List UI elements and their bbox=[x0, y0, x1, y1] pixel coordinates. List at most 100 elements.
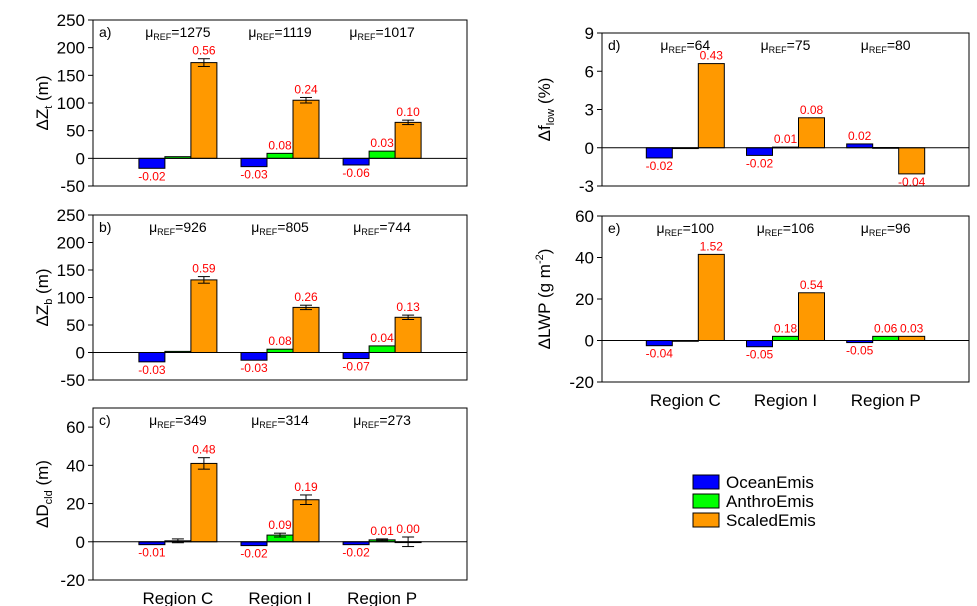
mu-ref-e-3: μREF=96 bbox=[861, 220, 911, 238]
bar-d-oceanemis-2 bbox=[746, 147, 773, 156]
bar-b-scaledemis-2 bbox=[292, 306, 320, 353]
panel-d: -0.020.43μREF=64-0.020.010.08μREF=750.02… bbox=[535, 24, 970, 196]
bar-b-oceanemis-1 bbox=[138, 352, 166, 363]
legend-label-scaledemis: ScaledEmis bbox=[726, 511, 816, 530]
value-label-b-scaledemis-1: 0.59 bbox=[192, 262, 216, 276]
y-tick-label-c: -20 bbox=[60, 571, 85, 590]
bar-c-scaledemis-1 bbox=[190, 462, 218, 543]
value-label-e-scaledemis-1: 1.52 bbox=[700, 239, 724, 253]
value-label-d-scaledemis-2: 0.08 bbox=[800, 103, 824, 117]
y-tick-label-b: 250 bbox=[57, 206, 85, 225]
value-label-a-oceanemis-2: -0.03 bbox=[240, 168, 268, 182]
error-bar-b-scaledemis-3 bbox=[402, 314, 415, 320]
error-bar-c-scaledemis-1 bbox=[197, 457, 210, 470]
mu-ref-d-3: μREF=80 bbox=[861, 37, 911, 55]
y-tick-label-b: 0 bbox=[76, 344, 85, 363]
value-label-a-scaledemis-1: 0.56 bbox=[192, 44, 216, 58]
x-tick-label-c-3: Region P bbox=[347, 589, 417, 606]
legend-swatch-scaledemis bbox=[692, 512, 720, 528]
value-label-b-scaledemis-3: 0.13 bbox=[396, 300, 420, 314]
y-tick-label-a: 100 bbox=[57, 94, 85, 113]
value-label-d-oceanemis-3: 0.02 bbox=[848, 129, 872, 143]
panel-b: -0.030.59μREF=926-0.030.080.26μREF=805-0… bbox=[33, 206, 468, 390]
value-label-c-scaledemis-2: 0.19 bbox=[294, 480, 318, 494]
y-tick-label-b: 150 bbox=[57, 261, 85, 280]
mu-ref-e-1: μREF=100 bbox=[656, 220, 714, 238]
bar-d-oceanemis-1 bbox=[645, 147, 673, 159]
y-tick-label-b: 100 bbox=[57, 289, 85, 308]
bar-b-scaledemis-1 bbox=[190, 279, 218, 353]
value-label-e-anthroemis-2: 0.18 bbox=[774, 321, 798, 335]
bar-e-scaledemis-3 bbox=[898, 335, 926, 342]
error-bar-c-anthroemis-3 bbox=[376, 538, 389, 542]
value-label-a-oceanemis-1: -0.02 bbox=[138, 169, 166, 183]
value-label-b-anthroemis-3: 0.04 bbox=[370, 331, 394, 345]
y-tick-label-e: 20 bbox=[575, 290, 594, 309]
y-tick-label-d: 0 bbox=[585, 139, 594, 158]
value-label-b-oceanemis-3: -0.07 bbox=[342, 360, 370, 374]
mu-ref-d-1: μREF=64 bbox=[660, 37, 710, 55]
mu-ref-c-3: μREF=273 bbox=[353, 412, 411, 430]
x-tick-label-e-2: Region I bbox=[754, 391, 817, 410]
value-label-d-oceanemis-1: -0.02 bbox=[646, 159, 674, 173]
legend-label-oceanemis: OceanEmis bbox=[726, 473, 814, 492]
bar-a-scaledemis-3 bbox=[394, 121, 422, 159]
bar-e-scaledemis-1 bbox=[697, 253, 725, 341]
value-label-a-oceanemis-3: -0.06 bbox=[342, 166, 370, 180]
y-tick-label-e: 40 bbox=[575, 249, 594, 268]
value-label-e-oceanemis-2: -0.05 bbox=[746, 348, 774, 362]
panel-e: -0.041.52μREF=100-0.050.180.54μREF=106-0… bbox=[534, 207, 970, 410]
y-tick-label-b: 200 bbox=[57, 234, 85, 253]
y-tick-label-a: 200 bbox=[57, 39, 85, 58]
mu-ref-b-1: μREF=926 bbox=[149, 219, 207, 237]
value-label-a-anthroemis-2: 0.08 bbox=[268, 138, 292, 152]
mu-ref-c-1: μREF=349 bbox=[149, 412, 207, 430]
y-tick-label-d: 3 bbox=[585, 101, 594, 120]
value-label-c-scaledemis-3: 0.00 bbox=[396, 522, 420, 536]
value-label-c-scaledemis-1: 0.48 bbox=[192, 443, 216, 457]
y-tick-label-a: -50 bbox=[60, 177, 85, 196]
bar-a-oceanemis-2 bbox=[240, 157, 268, 168]
y-tick-label-c: 0 bbox=[76, 533, 85, 552]
legend-label-anthroemis: AnthroEmis bbox=[726, 492, 814, 511]
bar-b-anthroemis-3 bbox=[368, 345, 396, 353]
value-label-c-anthroemis-2: 0.09 bbox=[268, 518, 292, 532]
x-tick-label-c-1: Region C bbox=[142, 589, 213, 606]
bar-a-scaledemis-2 bbox=[292, 99, 320, 159]
panel-label-b: b) bbox=[99, 219, 111, 235]
bar-c-oceanemis-2 bbox=[240, 541, 268, 547]
x-tick-label-e-3: Region P bbox=[851, 391, 921, 410]
mu-ref-a-1: μREF=1275 bbox=[145, 24, 211, 42]
bar-a-oceanemis-3 bbox=[342, 157, 370, 166]
panel-a: -0.02 0.56 μREF=1275 -0.03 0.08 0.24 μREF=1119… bbox=[33, 11, 468, 196]
error-bar-a-scaledemis-1 bbox=[197, 58, 210, 67]
bar-e-anthroemis-2 bbox=[772, 335, 799, 342]
value-label-d-scaledemis-1: 0.43 bbox=[700, 49, 724, 63]
panel-label-d: d) bbox=[608, 37, 620, 53]
panel-label-c: c) bbox=[99, 412, 111, 428]
y-tick-label-e: -20 bbox=[569, 373, 594, 392]
y-tick-label-c: 20 bbox=[66, 495, 85, 514]
y-tick-label-b: -50 bbox=[60, 371, 85, 390]
y-axis-label-d: Δflow (%) bbox=[535, 78, 557, 142]
y-axis-label-a: ΔZt (m) bbox=[33, 75, 55, 130]
value-label-d-oceanemis-2: -0.02 bbox=[746, 156, 774, 170]
value-label-b-anthroemis-2: 0.08 bbox=[268, 334, 292, 348]
bar-a-oceanemis-1 bbox=[138, 157, 166, 169]
value-label-d-scaledemis-3: -0.04 bbox=[898, 175, 926, 189]
value-label-c-oceanemis-1: -0.01 bbox=[138, 546, 166, 560]
value-label-e-oceanemis-3: -0.05 bbox=[846, 344, 874, 358]
y-tick-label-d: 6 bbox=[585, 62, 594, 81]
error-bar-c-anthroemis-2 bbox=[274, 532, 286, 538]
y-tick-label-a: 250 bbox=[57, 11, 85, 30]
y-axis-label-b: ΔZb (m) bbox=[33, 268, 55, 326]
mu-ref-a-3: μREF=1017 bbox=[349, 24, 415, 42]
mu-ref-a-2: μREF=1119 bbox=[248, 24, 312, 42]
bar-e-scaledemis-2 bbox=[798, 292, 825, 341]
value-label-e-oceanemis-1: -0.04 bbox=[646, 347, 674, 361]
y-axis-label-e: ΔLWP (g m-2) bbox=[534, 249, 554, 350]
mu-ref-d-2: μREF=75 bbox=[761, 37, 811, 55]
bar-d-oceanemis-3 bbox=[846, 143, 874, 149]
mu-ref-c-2: μREF=314 bbox=[251, 412, 309, 430]
